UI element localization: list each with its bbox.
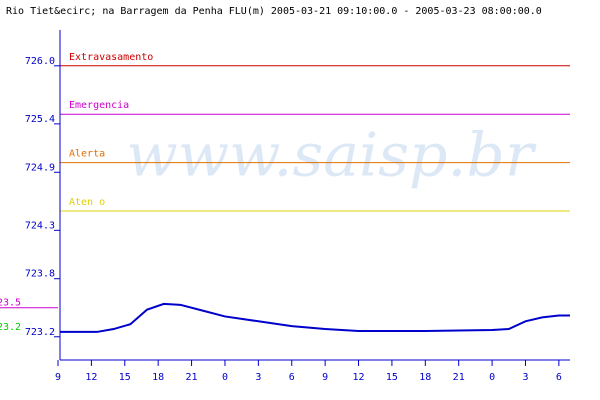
watermark: www.saisp.br xyxy=(126,121,536,191)
x-tick-label: 18 xyxy=(419,372,431,383)
x-tick-label: 15 xyxy=(119,372,131,383)
x-tick-label: 12 xyxy=(352,372,364,383)
y-tick-label: 725.4 xyxy=(25,114,55,125)
threshold-label: Alerta xyxy=(69,149,105,160)
y-tick-label: 723.2 xyxy=(25,327,55,338)
x-tick-label: 3 xyxy=(522,372,528,383)
y-tick-label: 723.8 xyxy=(25,269,55,280)
threshold-label: Emergencia xyxy=(69,100,129,111)
threshold-label: Extravasamento xyxy=(69,52,153,63)
threshold-label: Aten o xyxy=(69,197,105,208)
y-tick-label: 724.9 xyxy=(25,162,55,173)
x-tick-label: 6 xyxy=(289,372,295,383)
x-tick-label: 6 xyxy=(556,372,562,383)
x-tick-label: 9 xyxy=(55,372,61,383)
x-tick-label: 12 xyxy=(85,372,97,383)
x-tick-label: 21 xyxy=(186,372,198,383)
side-marker-label: 23.5 xyxy=(0,298,21,309)
x-tick-label: 21 xyxy=(453,372,465,383)
y-tick-label: 724.3 xyxy=(25,220,55,231)
side-marker-label: 23.2 xyxy=(0,322,21,333)
x-tick-label: 3 xyxy=(255,372,261,383)
x-tick-label: 15 xyxy=(386,372,398,383)
y-tick-label: 726.0 xyxy=(25,56,55,67)
x-tick-label: 9 xyxy=(322,372,328,383)
x-tick-label: 0 xyxy=(222,372,228,383)
data-line xyxy=(59,302,570,333)
x-tick-label: 18 xyxy=(152,372,164,383)
x-tick-label: 0 xyxy=(489,372,495,383)
chart-title: Rio Tiet&ecirc; na Barragem da Penha FLU… xyxy=(6,6,542,17)
